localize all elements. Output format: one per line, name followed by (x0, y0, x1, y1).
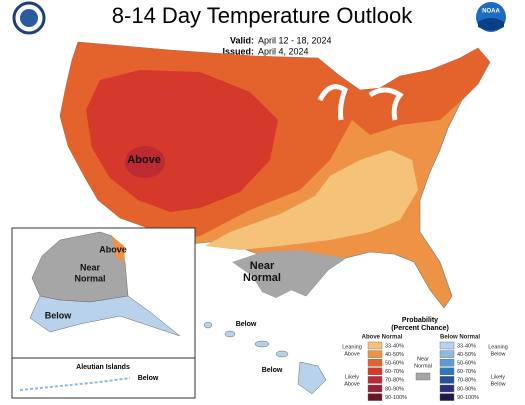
legend-swatch (367, 341, 383, 350)
legend-group: Below (491, 351, 506, 357)
hawaii-below-label: Below (262, 367, 283, 374)
legend-bin-label: 60-70% (385, 369, 404, 375)
legend-swatch (367, 350, 383, 358)
near-label: Normal (243, 272, 281, 284)
aleutian-title: Aleutian Islands (76, 364, 130, 371)
doc-logo-inner (20, 9, 38, 27)
legend-bin-label: 80-90% (457, 386, 476, 392)
alaska-below (29, 295, 181, 337)
issued-label: Issued: (222, 46, 254, 56)
aleutian-box (11, 357, 196, 399)
legend-bin-label: 50-60% (385, 360, 404, 366)
valid-dates: April 12 - 18, 2024 (258, 35, 332, 45)
hawaii (203, 321, 327, 395)
legend-swatch (367, 367, 383, 375)
zone-70-80 (125, 146, 165, 178)
legend-swatch (367, 376, 383, 384)
noaa-wave (478, 18, 504, 31)
legend-swatch (439, 350, 455, 358)
legend-group: Leaning (488, 344, 508, 350)
legend-swatch (439, 384, 455, 393)
legend-bin-label: 50-60% (457, 360, 476, 366)
legend-swatch (367, 384, 383, 393)
legend-bin-label: 90-100% (385, 395, 407, 401)
legend-bin-label: 40-50% (385, 352, 404, 358)
issued-date: April 4, 2024 (258, 46, 309, 56)
hawaii-below-label: Below (236, 321, 257, 328)
legend-bin-label: 80-90% (385, 386, 404, 392)
legend-bin-label: 70-80% (385, 378, 404, 384)
legend-group: Below (491, 381, 506, 387)
zone-50-60-east (340, 48, 490, 135)
legend-group: Leaning (342, 344, 362, 350)
legend-swatch (439, 376, 455, 384)
legend-swatch (367, 359, 383, 367)
legend-group: Above (344, 351, 360, 357)
legend-bin-label: 60-70% (457, 369, 476, 375)
aleutian-islands (19, 377, 131, 391)
legend-bin-label: 90-100% (457, 395, 479, 401)
legend-swatch (439, 359, 455, 367)
legend-title: Probability (402, 317, 438, 324)
alaska-above (112, 236, 125, 262)
legend-group: Normal (414, 363, 432, 369)
legend-bin-label: 40-50% (457, 352, 476, 358)
alaska-near-label: Near (80, 262, 101, 272)
aleutian-below-label: Below (138, 375, 159, 382)
great-lakes (317, 84, 404, 121)
above-header: Above Normal (362, 335, 403, 341)
legend-group: Above (344, 381, 360, 387)
legend-swatch (415, 372, 431, 381)
legend-swatch (439, 393, 455, 401)
legend-bin-label: 33-40% (457, 343, 476, 349)
legend-group: Near (417, 356, 429, 362)
legend-group: Likely (345, 374, 359, 380)
alaska-above-label: Above (99, 244, 127, 254)
alaska-below-label: Below (45, 310, 73, 320)
near-label: Near (250, 260, 275, 272)
legend-title: (Percent Chance) (391, 325, 449, 332)
zone-near-normal (232, 250, 346, 298)
noaa-logo-text: NOAA (482, 9, 500, 15)
below-header: Below Normal (440, 335, 480, 341)
zone-33-40 (205, 150, 418, 250)
legend-group: Likely (491, 374, 505, 380)
valid-label: Valid: (230, 35, 254, 45)
title: 8-14 Day Temperature Outlook (112, 3, 413, 28)
alaska-near-label: Normal (74, 273, 105, 283)
legend-swatch (367, 393, 383, 401)
legend-swatch (439, 341, 455, 350)
legend-swatch (439, 367, 455, 375)
legend-bin-label: 70-80% (457, 378, 476, 384)
legend-bin-label: 33-40% (385, 343, 404, 349)
zone-60-70 (86, 70, 278, 212)
above-label: Above (127, 154, 161, 166)
